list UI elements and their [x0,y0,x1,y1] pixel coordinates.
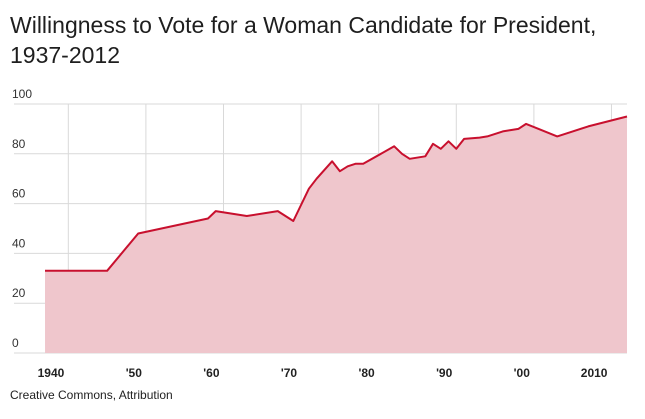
y-tick-label: 40 [12,236,26,250]
x-tick-label: '70 [281,366,298,380]
series-area [45,116,627,353]
source-credit: Creative Commons, Attribution [10,388,173,402]
x-tick-label: '60 [203,366,220,380]
series-line [45,115,628,272]
x-tick-label: '00 [514,366,531,380]
y-tick-label: 60 [12,187,26,201]
x-tick-label: '50 [126,366,143,380]
y-tick-label: 80 [12,137,26,151]
y-tick-label: 0 [12,336,19,350]
x-tick-label: '80 [358,366,375,380]
x-tick-label: 2010 [581,366,608,380]
x-tick-label: 1940 [38,366,65,380]
y-tick-label: 20 [12,286,26,300]
chart-title: Willingness to Vote for a Woman Candidat… [10,12,597,68]
y-tick-label: 100 [12,87,32,101]
x-tick-label: '90 [436,366,453,380]
